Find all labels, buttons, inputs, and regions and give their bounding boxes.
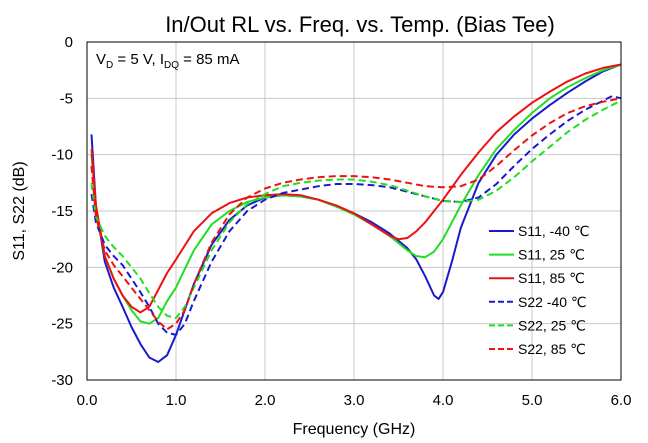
x-tick-label: 4.0 (433, 392, 454, 409)
plot-frame (86, 41, 622, 381)
series-line-4 (90, 95, 622, 336)
x-tick-label: 5.0 (522, 392, 543, 409)
series-line-5 (90, 99, 622, 319)
series-line-3 (90, 63, 622, 314)
bias-condition-annotation: VD = 5 V, IDQ = 85 mA (96, 51, 239, 71)
y-tick-label: -15 (51, 203, 73, 220)
y-tick-label: -25 (51, 316, 73, 333)
y-tick-label: -5 (60, 90, 73, 107)
y-axis-label: S11, S22 (dB) (11, 161, 28, 260)
x-tick-label: 1.0 (166, 392, 187, 409)
legend-label: S11, 25 ℃ (518, 247, 585, 263)
y-tick-label: -20 (51, 259, 73, 276)
legend-label: S11, 85 ℃ (518, 270, 585, 286)
series-line-6 (90, 97, 622, 331)
legend: S11, -40 ℃ S11, 25 ℃ S11, 85 ℃ S22 -40 ℃ S22… (489, 223, 590, 357)
y-tick-label: -10 (51, 147, 73, 164)
legend-label: S22 -40 ℃ (518, 294, 587, 310)
legend-label: S11, -40 ℃ (518, 223, 590, 239)
legend-label: S22, 85 ℃ (518, 341, 586, 357)
x-tick-labels: 0.0 1.0 2.0 3.0 4.0 5.0 6.0 (77, 392, 632, 409)
legend-label: S22, 25 ℃ (518, 317, 586, 333)
y-tick-label: 0 (65, 34, 73, 51)
x-tick-label: 3.0 (344, 392, 365, 409)
x-tick-label: 0.0 (77, 392, 98, 409)
chart-title: In/Out RL vs. Freq. vs. Temp. (Bias Tee) (165, 12, 555, 37)
y-tick-labels: 0 -5 -10 -15 -20 -25 -30 (51, 34, 73, 389)
x-tick-label: 2.0 (255, 392, 276, 409)
x-tick-label: 6.0 (611, 392, 632, 409)
x-axis-label: Frequency (GHz) (293, 421, 416, 438)
y-tick-label: -30 (51, 372, 73, 389)
series-layer (90, 63, 622, 363)
